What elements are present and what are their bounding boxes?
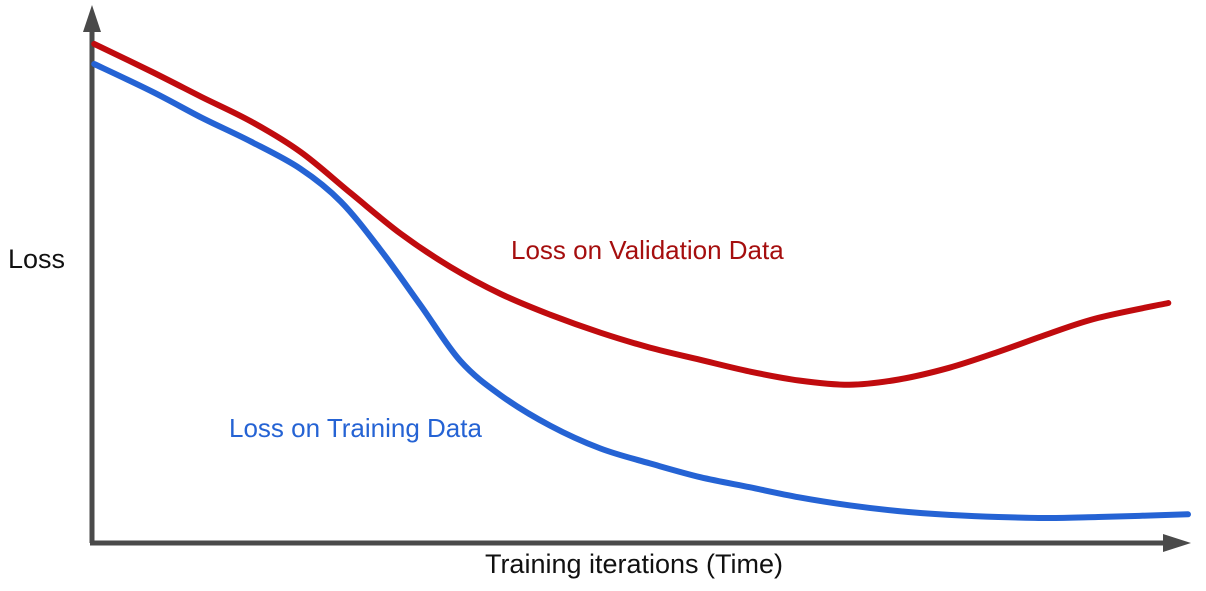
training-loss-curve: [91, 61, 1191, 521]
validation-loss-curve: [91, 40, 1172, 388]
x-axis-label: Training iterations (Time): [485, 549, 783, 579]
training-series-label: Loss on Training Data: [229, 413, 482, 443]
y-axis-arrowhead-icon: [83, 5, 101, 32]
validation-series-label: Loss on Validation Data: [511, 235, 784, 265]
y-axis-label: Loss: [8, 244, 65, 274]
x-axis-arrowhead-icon: [1163, 534, 1191, 552]
